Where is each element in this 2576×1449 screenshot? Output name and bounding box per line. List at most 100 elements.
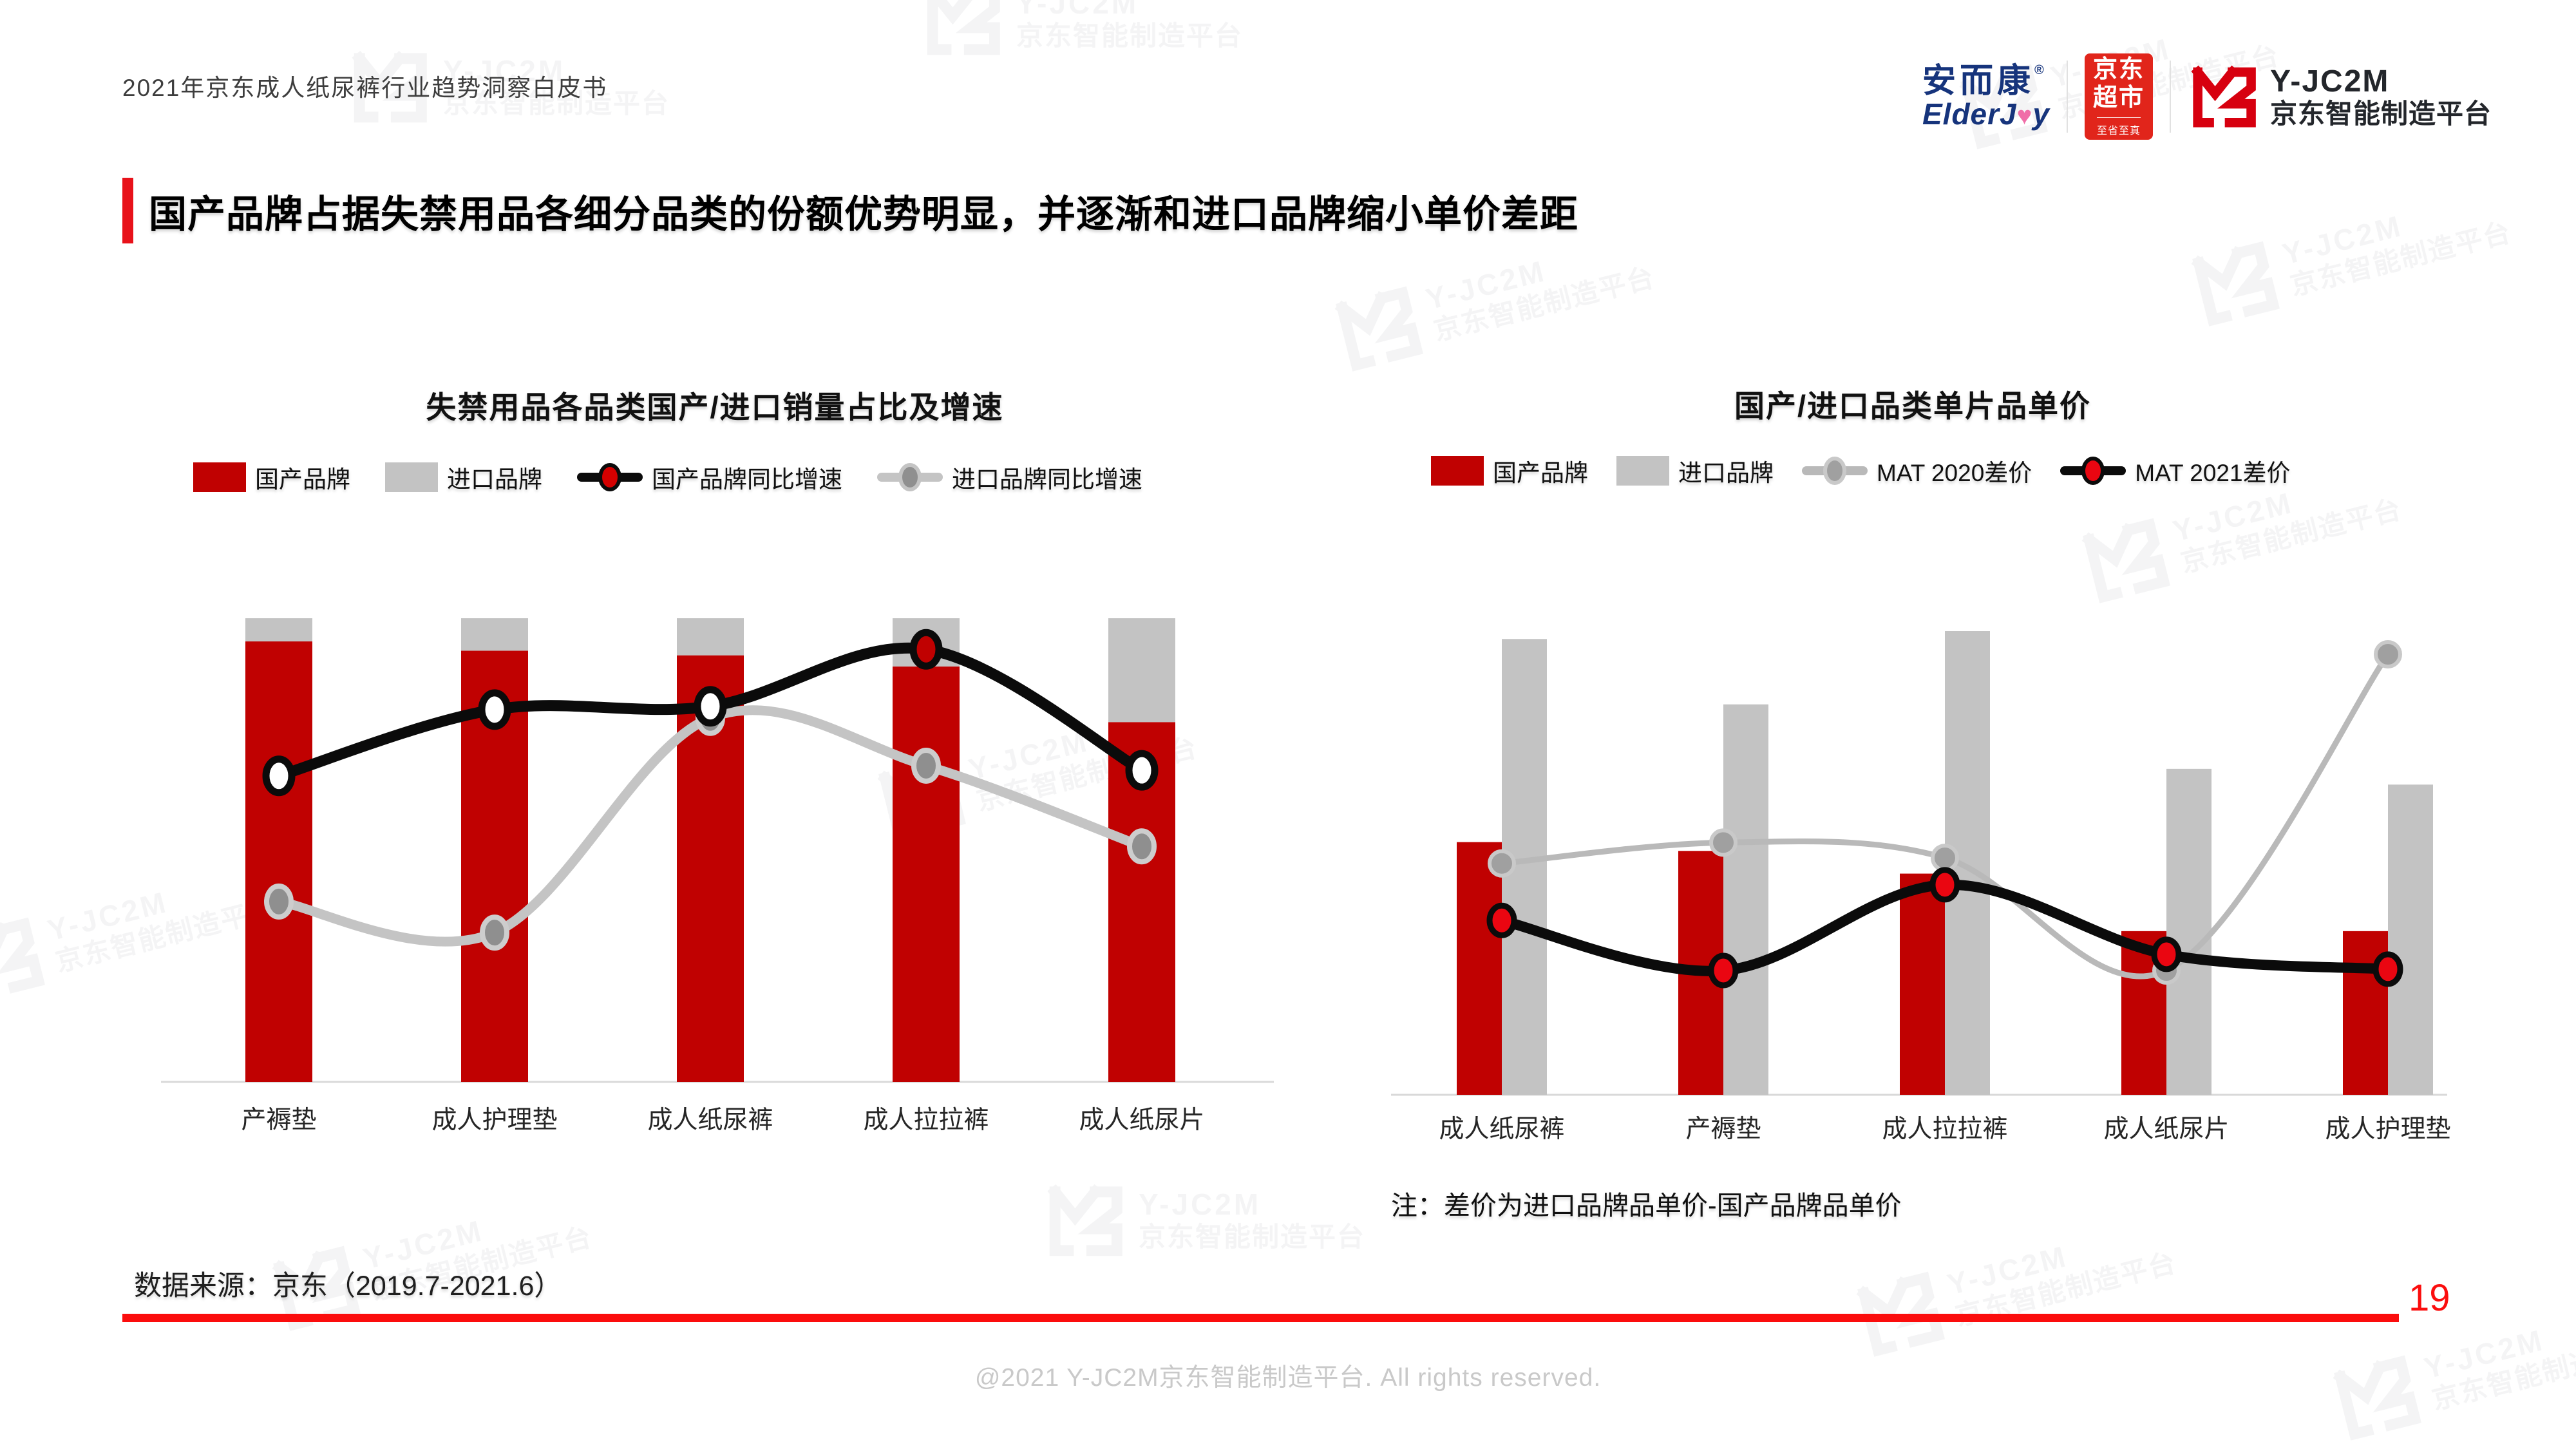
- elderjoy-en-text: ElderJ♥y: [1922, 97, 2050, 131]
- registered-mark-icon: ®: [2034, 62, 2044, 77]
- legend-label: 国产品牌同比增速: [652, 466, 842, 493]
- legend-label: 国产品牌: [1493, 460, 1588, 486]
- legend-item-import: 进口品牌: [385, 460, 542, 495]
- legend-item-import: 进口品牌: [1616, 453, 1774, 488]
- category-label: 产褥垫: [1685, 1115, 1761, 1143]
- data-point-国产品牌同比增速: [478, 689, 511, 730]
- bar-国产品牌: [245, 641, 312, 1082]
- brand-logos: 安而康® ElderJ♥y 京东 超市 至省至真 Y-JC2M 京东智能制造平台: [1922, 53, 2492, 140]
- data-point-进口品牌同比增速: [911, 747, 941, 784]
- category-label: 产褥垫: [241, 1106, 316, 1134]
- title-accent-bar: [122, 178, 133, 243]
- category-label: 成人纸尿片: [2103, 1115, 2229, 1143]
- data-point-MAT 2021差价: [2372, 951, 2403, 987]
- legend-label: MAT 2020差价: [1877, 460, 2032, 486]
- price-gap-footnote: 注：差价为进口品牌品单价-国产品牌品单价: [1391, 1191, 1902, 1220]
- bar-进口品牌: [1108, 618, 1175, 723]
- legend-item-domestic: 国产品牌: [1431, 453, 1588, 488]
- category-label: 成人拉拉裤: [1882, 1115, 2007, 1143]
- legend-swatch-import-growth: [877, 463, 943, 491]
- legend-swatch-mat2020: [1802, 457, 1868, 485]
- jd-supermarket-logo: 京东 超市 至省至真: [2084, 53, 2153, 140]
- jd-logo-line1: 京东: [2092, 55, 2145, 83]
- yjc2m-text: Y-JC2M 京东智能制造平台: [2270, 64, 2492, 129]
- bar-进口品牌: [245, 618, 312, 641]
- document-header: 2021年京东成人纸尿裤行业趋势洞察白皮书: [122, 75, 608, 101]
- logo-divider: [2066, 61, 2068, 133]
- legend-swatch-mat2021: [2060, 457, 2126, 485]
- legend-marker-dot: [598, 463, 621, 491]
- data-point-MAT 2020差价: [2374, 640, 2402, 668]
- left-chart-legend: 国产品牌 进口品牌 国产品牌同比增速 进口品牌同比增速: [193, 460, 1142, 495]
- data-point-进口品牌同比增速: [480, 914, 509, 951]
- legend-label: 国产品牌: [255, 466, 350, 493]
- bar-国产品牌: [893, 666, 960, 1082]
- category-label: 成人拉拉裤: [863, 1106, 989, 1134]
- yjc2m-name: Y-JC2M: [2269, 64, 2390, 99]
- unit-price-chart: 成人纸尿裤 产褥垫 成人拉拉裤 成人纸尿片 成人护理垫: [1391, 631, 2451, 1143]
- right-chart-legend: 国产品牌 进口品牌 MAT 2020差价 MAT 2021差价: [1431, 453, 2291, 488]
- slide-title-row: 国产品牌占据失禁用品各细分品类的份额优势明显，并逐渐和进口品牌缩小单价差距: [122, 178, 1578, 243]
- legend-swatch-import: [1616, 456, 1669, 486]
- category-label: 成人纸尿片: [1079, 1106, 1204, 1134]
- data-point-进口品牌同比增速: [264, 883, 294, 920]
- bar-进口品牌: [677, 618, 744, 656]
- page-number: 19: [2409, 1277, 2450, 1319]
- legend-item-mat2021: MAT 2021差价: [2060, 453, 2291, 488]
- bar-进口品牌: [2166, 768, 2211, 1095]
- legend-item-import-growth: 进口品牌同比增速: [877, 460, 1142, 495]
- legend-swatch-import: [385, 462, 438, 492]
- category-label: 成人纸尿裤: [647, 1106, 773, 1134]
- yjc2m-mark-icon: [2191, 65, 2256, 128]
- elderjoy-logo: 安而康® ElderJ♥y: [1922, 62, 2050, 131]
- bar-国产品牌: [1900, 873, 1945, 1095]
- legend-label: 进口品牌: [447, 466, 542, 493]
- heart-icon: ♥: [2016, 102, 2033, 131]
- bar-国产品牌: [1457, 842, 1502, 1095]
- data-point-MAT 2021差价: [2151, 936, 2182, 972]
- slide-title: 国产品牌占据失禁用品各细分品类的份额优势明显，并逐渐和进口品牌缩小单价差距: [149, 193, 1579, 236]
- legend-swatch-domestic: [193, 462, 246, 492]
- data-point-MAT 2021差价: [1708, 952, 1739, 989]
- jd-logo-tagline: 至省至真: [2096, 117, 2141, 137]
- data-point-国产品牌同比增速: [909, 629, 943, 670]
- category-label: 成人纸尿裤: [1439, 1115, 1564, 1143]
- legend-label: 进口品牌同比增速: [952, 466, 1142, 493]
- elderjoy-cn-text: 安而康®: [1922, 62, 2044, 100]
- legend-label: MAT 2021差价: [2135, 460, 2291, 486]
- legend-item-mat2020: MAT 2020差价: [1802, 453, 2032, 488]
- jd-logo-line2: 超市: [2092, 84, 2145, 111]
- yjc2m-logo: Y-JC2M 京东智能制造平台: [2188, 61, 2492, 133]
- yjc2m-subtitle: 京东智能制造平台: [2269, 99, 2492, 129]
- footer-divider-line: [122, 1314, 2399, 1322]
- left-chart-title: 失禁用品各品类国产/进口销量占比及增速: [426, 390, 1004, 424]
- bar-进口品牌: [461, 618, 528, 651]
- data-point-国产品牌同比增速: [262, 755, 296, 797]
- category-label: 成人护理垫: [2325, 1115, 2450, 1143]
- right-chart-title: 国产/进口品类单片品单价: [1734, 389, 2092, 423]
- legend-marker-dot: [2081, 457, 2105, 485]
- legend-item-domestic-growth: 国产品牌同比增速: [577, 460, 842, 495]
- data-point-MAT 2021差价: [1929, 867, 1960, 903]
- data-point-MAT 2020差价: [1709, 828, 1738, 857]
- category-label: 成人护理垫: [431, 1106, 557, 1134]
- legend-swatch-domestic-growth: [577, 463, 643, 491]
- bar-进口品牌: [2388, 784, 2433, 1095]
- data-point-进口品牌同比增速: [1127, 828, 1157, 865]
- legend-marker-dot: [1823, 457, 1846, 485]
- data-point-国产品牌同比增速: [1125, 750, 1159, 791]
- legend-item-domestic: 国产品牌: [193, 460, 350, 495]
- logo-divider: [2169, 61, 2171, 133]
- data-point-国产品牌同比增速: [694, 686, 727, 727]
- data-point-MAT 2020差价: [1931, 844, 1959, 873]
- legend-marker-dot: [898, 463, 922, 491]
- data-source-note: 数据来源：京东（2019.7-2021.6）: [134, 1271, 562, 1302]
- data-point-MAT 2020差价: [1488, 849, 1516, 878]
- bar-进口品牌: [1723, 704, 1768, 1095]
